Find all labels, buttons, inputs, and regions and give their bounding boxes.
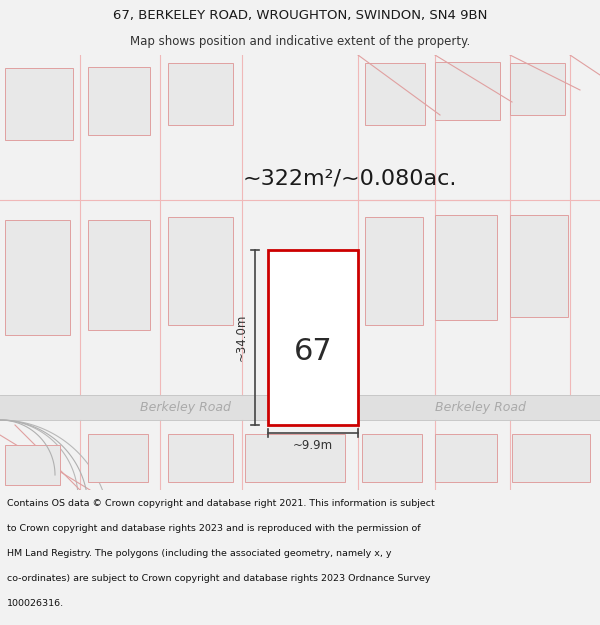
Bar xyxy=(365,63,425,125)
Bar xyxy=(88,67,150,135)
Text: ~34.0m: ~34.0m xyxy=(235,314,248,361)
Text: Map shows position and indicative extent of the property.: Map shows position and indicative extent… xyxy=(130,35,470,48)
Polygon shape xyxy=(5,445,60,485)
Bar xyxy=(365,217,423,325)
Bar xyxy=(88,220,150,330)
Bar xyxy=(168,434,233,482)
Bar xyxy=(512,434,590,482)
Bar xyxy=(435,434,497,482)
Text: 100026316.: 100026316. xyxy=(7,599,64,608)
Text: Contains OS data © Crown copyright and database right 2021. This information is : Contains OS data © Crown copyright and d… xyxy=(7,499,435,509)
Bar xyxy=(168,217,233,325)
Text: HM Land Registry. The polygons (including the associated geometry, namely x, y: HM Land Registry. The polygons (includin… xyxy=(7,549,392,558)
Bar xyxy=(0,395,600,420)
Text: to Crown copyright and database rights 2023 and is reproduced with the permissio: to Crown copyright and database rights 2… xyxy=(7,524,421,533)
Text: Berkeley Road: Berkeley Road xyxy=(434,401,526,414)
Text: ~9.9m: ~9.9m xyxy=(293,439,333,452)
Bar xyxy=(510,215,568,317)
Bar xyxy=(435,215,497,320)
Bar xyxy=(245,434,345,482)
Bar xyxy=(362,434,422,482)
Text: 67: 67 xyxy=(293,337,332,366)
Bar xyxy=(168,63,233,125)
Text: 67, BERKELEY ROAD, WROUGHTON, SWINDON, SN4 9BN: 67, BERKELEY ROAD, WROUGHTON, SWINDON, S… xyxy=(113,9,487,22)
Bar xyxy=(510,63,565,115)
Text: co-ordinates) are subject to Crown copyright and database rights 2023 Ordnance S: co-ordinates) are subject to Crown copyr… xyxy=(7,574,431,583)
Bar xyxy=(435,62,500,120)
Text: Berkeley Road: Berkeley Road xyxy=(140,401,230,414)
Bar xyxy=(5,68,73,140)
Bar xyxy=(88,434,148,482)
Text: ~322m²/~0.080ac.: ~322m²/~0.080ac. xyxy=(243,168,457,188)
Bar xyxy=(268,250,358,425)
Bar xyxy=(5,220,70,335)
